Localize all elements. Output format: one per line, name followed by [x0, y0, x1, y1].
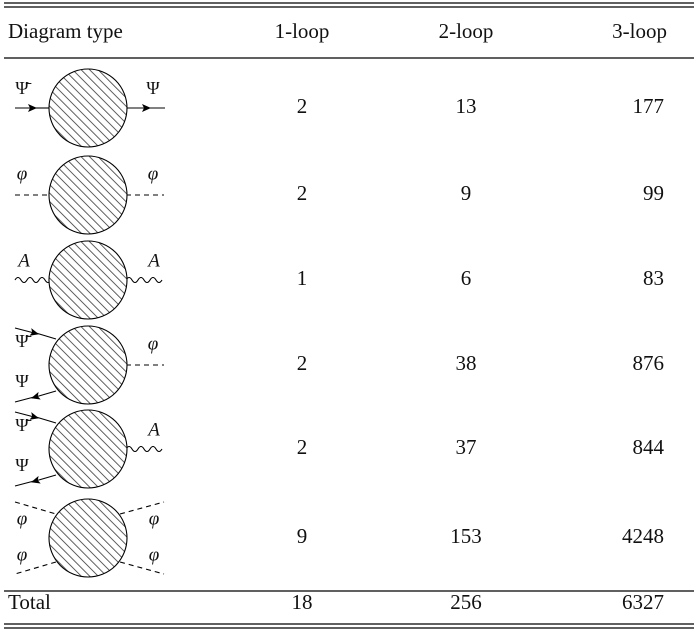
rules	[4, 2, 694, 629]
count-cell: 6	[461, 266, 472, 290]
count-cell: 38	[456, 351, 477, 375]
total-cell: 6327	[622, 590, 664, 614]
diagram: Ψ̄ Ψ A	[14, 409, 163, 489]
count-cell: 83	[643, 266, 664, 290]
diagram: φ φ φ φ	[14, 498, 165, 578]
leg-label: φ	[17, 544, 28, 565]
leg-label: A	[146, 250, 160, 271]
total-cell: 18	[292, 590, 313, 614]
count-cell: 153	[450, 524, 482, 548]
count-cell: 99	[643, 181, 664, 205]
leg-label: φ	[148, 163, 159, 184]
leg-label: φ	[149, 544, 160, 565]
leg-label: Ψ	[15, 455, 29, 475]
count-cell: 37	[456, 435, 477, 459]
header-cell: 1-loop	[275, 19, 330, 43]
leg-label: φ	[17, 163, 28, 184]
count-cell: 13	[456, 94, 477, 118]
header-cell: 2-loop	[439, 19, 494, 43]
count-cell: 177	[633, 94, 665, 118]
leg-label: Ψ	[15, 371, 29, 391]
diagram: A A	[14, 240, 163, 320]
count-cell: 9	[297, 524, 308, 548]
diagram: Ψ̄ Ψ φ	[14, 325, 164, 405]
leg-label: Ψ̄	[15, 78, 31, 98]
leg-label: φ	[148, 333, 159, 354]
count-cell: 4248	[622, 524, 664, 548]
count-cell: 1	[297, 266, 308, 290]
count-cell: 2	[297, 181, 308, 205]
leg-label: Ψ̄	[15, 415, 31, 435]
diagram: φ φ	[15, 155, 164, 235]
leg-label: A	[146, 419, 160, 440]
count-cell: 2	[297, 351, 308, 375]
count-cell: 844	[633, 435, 665, 459]
count-cell: 2	[297, 94, 308, 118]
leg-label: A	[16, 250, 30, 271]
total-label: Total	[8, 590, 51, 614]
header-cell: Diagram type	[8, 19, 123, 43]
diagram: Ψ̄ Ψ	[15, 68, 165, 148]
count-cell: 876	[633, 351, 665, 375]
leg-label: Ψ̄	[15, 331, 31, 351]
leg-label: φ	[17, 508, 28, 529]
count-cell: 9	[461, 181, 472, 205]
header-cell: 3-loop	[612, 19, 667, 43]
leg-label: Ψ	[146, 78, 160, 98]
leg-label: φ	[149, 508, 160, 529]
total-cell: 256	[450, 590, 482, 614]
count-cell: 2	[297, 435, 308, 459]
